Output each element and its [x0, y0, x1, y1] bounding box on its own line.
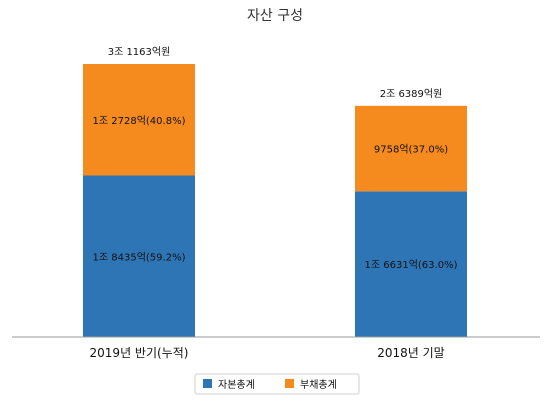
legend: 자본총계 부채총계: [194, 373, 360, 395]
category-label-1: 2018년 기말: [377, 346, 444, 360]
legend-swatch-0: [203, 379, 212, 388]
legend-label-0: 자본총계: [218, 379, 255, 391]
bar-liabilities-0: [83, 64, 195, 176]
segment-label-1-0: 1조 2728억(40.8%): [93, 115, 186, 127]
total-label-1: 2조 6389억원: [380, 88, 443, 100]
legend-label-1: 부채총계: [300, 379, 337, 391]
legend-box: [194, 373, 360, 395]
chart-title: 자산 구성: [247, 8, 303, 24]
bar-liabilities-1: [355, 105, 467, 192]
category-label-0: 2019년 반기(누적): [90, 346, 189, 360]
segment-label-0-0: 1조 8435억(59.2%): [93, 251, 186, 263]
segment-label-1-1: 9758억(37.0%): [374, 144, 448, 156]
bar-equity-1: [355, 191, 467, 337]
bars-layer: [83, 64, 467, 337]
legend-swatch-1: [285, 379, 294, 388]
labels-layer: 1조 8435억(59.2%) 1조 2728억(40.8%) 3조 1163억원 2…: [90, 46, 458, 360]
bar-equity-0: [83, 175, 195, 337]
total-label-0: 3조 1163억원: [108, 46, 171, 58]
segment-label-0-1: 1조 6631억(63.0%): [365, 259, 458, 271]
